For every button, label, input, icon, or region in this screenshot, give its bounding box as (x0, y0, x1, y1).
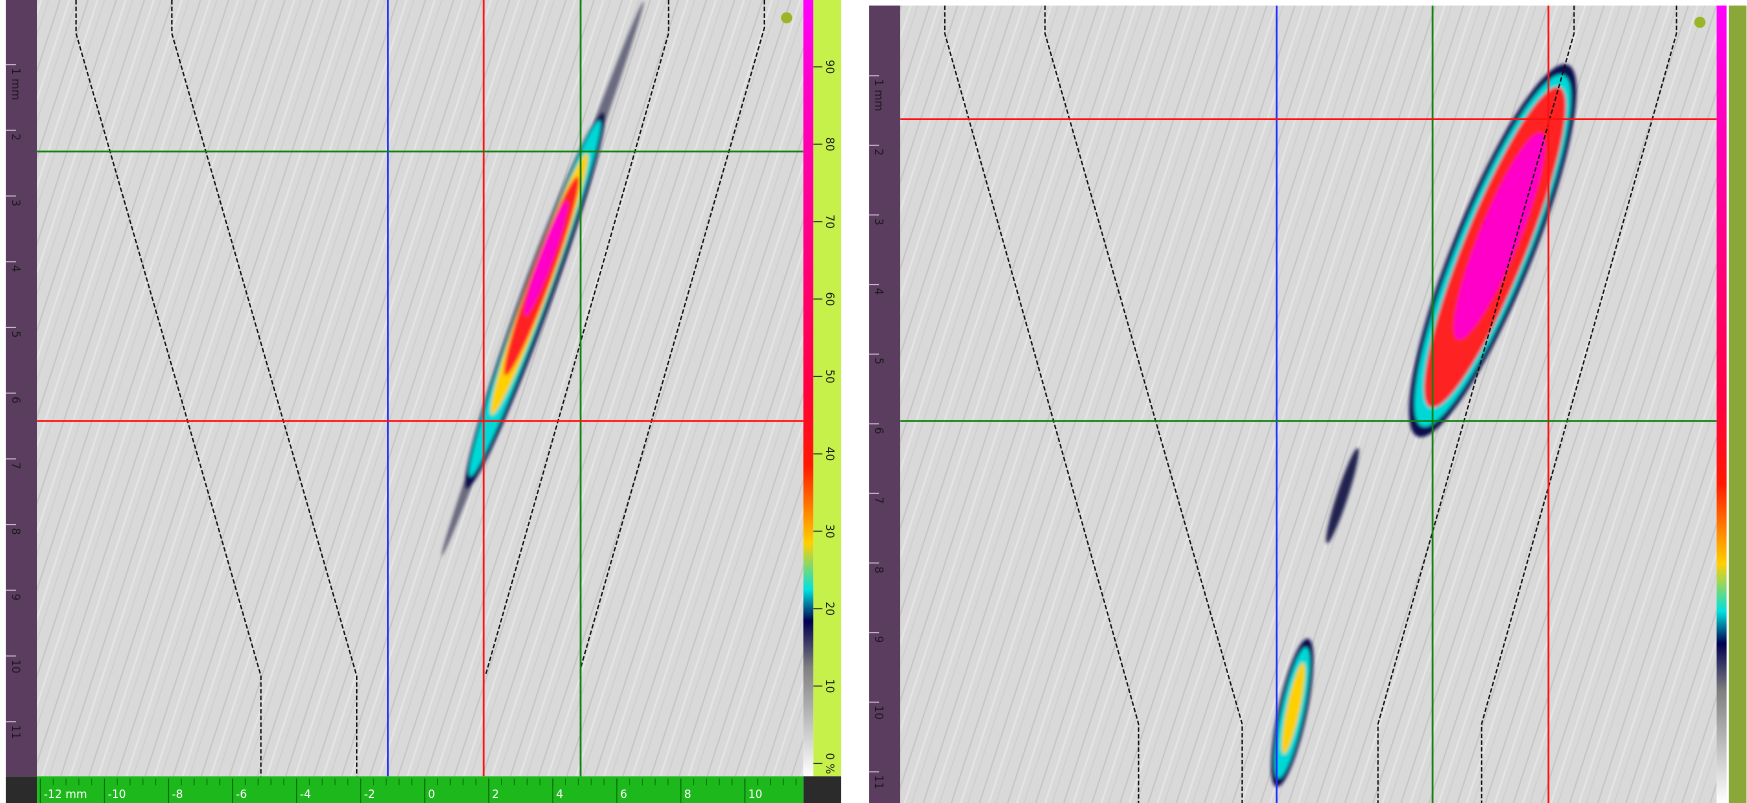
index-label: 8 (684, 788, 691, 801)
depth-label: 5 (9, 331, 22, 338)
index-label: -4 (300, 788, 311, 801)
depth-label: 11 (872, 775, 885, 789)
amplitude-label: 10 (823, 679, 836, 693)
depth-label: 1 mm (872, 79, 885, 111)
color-palette (1716, 5, 1727, 803)
depth-label: 9 (9, 594, 22, 601)
ruler-corner (5, 776, 38, 803)
depth-label: 4 (872, 288, 885, 295)
depth-label: 2 (9, 134, 22, 141)
amplitude-label: 50 (823, 369, 836, 383)
status-dot (1694, 16, 1706, 28)
right-panel (841, 0, 1747, 803)
amplitude-label: 90 (823, 60, 836, 74)
depth-label: 8 (9, 528, 22, 535)
weld-outline (1377, 5, 1575, 803)
depth-label: 10 (872, 706, 885, 720)
amplitude-label: 70 (823, 215, 836, 229)
depth-label: 8 (872, 566, 885, 573)
index-label: 4 (556, 788, 563, 801)
weld-outline (944, 5, 1140, 803)
amplitude-label: 40 (823, 447, 836, 461)
weld-outline (171, 0, 358, 777)
status-dot (781, 12, 793, 24)
depth-label: 6 (9, 396, 22, 403)
index-label: -12 mm (44, 788, 87, 801)
depth-label: 1 mm (9, 68, 22, 100)
amplitude-label: 80 (823, 137, 836, 151)
weld-outline (1044, 5, 1243, 803)
amplitude-label: 30 (823, 524, 836, 538)
color-palette (803, 0, 814, 777)
weld-outline (1480, 5, 1678, 803)
index-label: 2 (492, 788, 499, 801)
weld-outline (579, 0, 766, 777)
depth-label: 6 (872, 427, 885, 434)
index-label: -2 (364, 788, 375, 801)
index-label: -8 (172, 788, 183, 801)
weld-outline (75, 0, 262, 777)
left-panel (0, 0, 842, 803)
depth-label: 7 (872, 497, 885, 504)
depth-label: 2 (872, 149, 885, 156)
amplitude-label: 20 (823, 602, 836, 616)
margin (0, 0, 6, 803)
depth-label: 9 (872, 636, 885, 643)
depth-label: 3 (9, 199, 22, 206)
indication (441, 1, 644, 556)
depth-label: 10 (9, 659, 22, 673)
depth-label: 5 (872, 358, 885, 365)
scan-image (37, 0, 804, 777)
depth-label: 11 (9, 725, 22, 739)
separator (841, 0, 870, 803)
amplitude-label: 60 (823, 292, 836, 306)
depth-label: 3 (872, 218, 885, 225)
amplitude-scale (1728, 5, 1747, 803)
amplitude-scale (813, 0, 842, 777)
depth-ruler (5, 0, 38, 777)
indication (1271, 64, 1577, 787)
index-label: 0 (428, 788, 435, 801)
amplitude-label: 0 % (823, 753, 836, 774)
index-label: 10 (748, 788, 762, 801)
depth-ruler (869, 5, 901, 803)
index-ruler (37, 776, 804, 803)
depth-label: 4 (9, 265, 22, 272)
index-label: 6 (620, 788, 627, 801)
depth-label: 7 (9, 462, 22, 469)
index-label: -10 (108, 788, 126, 801)
index-label: -6 (236, 788, 247, 801)
ruler-corner (803, 776, 842, 803)
